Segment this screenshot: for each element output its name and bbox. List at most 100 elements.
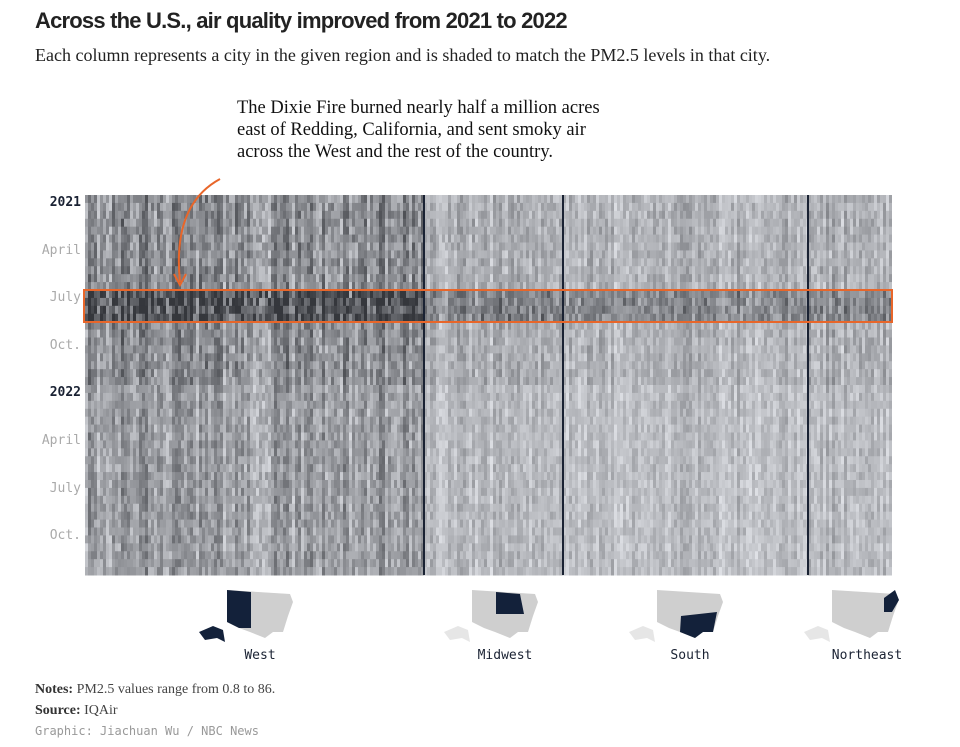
heatmap-cell	[274, 202, 277, 212]
heatmap-cell	[295, 353, 298, 362]
heatmap-cell	[382, 210, 385, 220]
heatmap-cell	[349, 297, 352, 307]
heatmap-cell	[361, 519, 364, 528]
heatmap-cell	[322, 274, 325, 283]
heatmap-cell	[250, 297, 253, 307]
heatmap-cell	[349, 226, 352, 236]
heatmap-cell	[310, 313, 313, 323]
heatmap-cell	[253, 345, 256, 354]
heatmap-cell	[370, 242, 373, 251]
heatmap-cell	[163, 408, 166, 418]
heatmap-cell	[205, 361, 208, 370]
heatmap-cell	[385, 448, 388, 457]
heatmap-cell	[319, 258, 322, 267]
heatmap-cell	[139, 258, 142, 267]
heatmap-cell	[325, 226, 328, 236]
heatmap-cell	[289, 432, 292, 441]
heatmap-cell	[331, 329, 334, 338]
heatmap-cell	[118, 218, 121, 228]
heatmap-cell	[379, 487, 382, 497]
heatmap-cell	[391, 274, 394, 283]
heatmap-cell	[100, 519, 103, 528]
heatmap-cell	[178, 369, 181, 378]
heatmap-cell	[382, 456, 385, 465]
heatmap-cell	[346, 424, 349, 433]
heatmap-cell	[367, 282, 370, 291]
heatmap-cell	[130, 345, 133, 354]
heatmap-cell	[262, 234, 265, 243]
heatmap-cell	[103, 202, 106, 212]
heatmap-cell	[256, 535, 259, 544]
heatmap-cell	[133, 495, 136, 505]
heatmap-cell	[352, 432, 355, 441]
heatmap-cell	[325, 313, 328, 323]
heatmap-cell	[322, 448, 325, 457]
heatmap-cell	[193, 282, 196, 291]
heatmap-cell	[280, 218, 283, 228]
heatmap-cell	[235, 400, 238, 410]
heatmap-cell	[85, 305, 88, 315]
heatmap-cell	[394, 369, 397, 378]
heatmap-cell	[196, 535, 199, 544]
heatmap-cell	[112, 242, 115, 251]
heatmap-cell	[154, 392, 157, 402]
heatmap-cell	[241, 369, 244, 378]
heatmap-cell	[124, 297, 127, 307]
heatmap-cell	[277, 392, 280, 402]
heatmap-cell	[160, 258, 163, 267]
heatmap-cell	[379, 202, 382, 212]
heatmap-cell	[139, 242, 142, 251]
heatmap-cell	[361, 551, 364, 560]
heatmap-cell	[385, 195, 388, 204]
heatmap-cell	[238, 385, 241, 394]
heatmap-cell	[283, 440, 286, 449]
heatmap-cell	[265, 392, 268, 402]
heatmap-cell	[124, 440, 127, 449]
heatmap-cell	[373, 511, 376, 521]
heatmap-cell	[280, 305, 283, 315]
heatmap-cell	[373, 242, 376, 251]
heatmap-cell	[199, 385, 202, 394]
heatmap-cell	[91, 353, 94, 362]
heatmap-cell	[331, 361, 334, 370]
heatmap-cell	[271, 480, 274, 489]
heatmap-cell	[214, 377, 217, 386]
heatmap-cell	[349, 218, 352, 228]
heatmap-cell	[316, 290, 319, 299]
heatmap-cell	[235, 543, 238, 552]
heatmap-cell	[121, 274, 124, 283]
heatmap-cell	[142, 567, 145, 576]
heatmap-cell	[343, 210, 346, 220]
heatmap-cell	[367, 250, 370, 259]
heatmap-cell	[193, 480, 196, 489]
heatmap-cell	[349, 527, 352, 536]
heatmap-cell	[91, 559, 94, 568]
heatmap-cell	[235, 282, 238, 291]
heatmap-cell	[199, 297, 202, 307]
heatmap-cell	[307, 282, 310, 291]
heatmap-cell	[166, 305, 169, 315]
heatmap-cell	[256, 503, 259, 513]
heatmap-cell	[205, 432, 208, 441]
heatmap-cell	[103, 297, 106, 307]
heatmap-cell	[154, 337, 157, 346]
heatmap-cell	[217, 559, 220, 568]
heatmap-cell	[304, 218, 307, 228]
heatmap-cell	[118, 448, 121, 457]
heatmap-cell	[355, 226, 358, 236]
heatmap-cell	[235, 495, 238, 505]
heatmap-cell	[289, 329, 292, 338]
heatmap-cell	[133, 274, 136, 283]
heatmap-cell	[241, 195, 244, 204]
heatmap-cell	[130, 448, 133, 457]
heatmap-cell	[118, 487, 121, 497]
heatmap-cell	[94, 305, 97, 315]
heatmap-cell	[181, 392, 184, 402]
heatmap-cell	[157, 551, 160, 560]
heatmap-cell	[307, 305, 310, 315]
heatmap-cell	[352, 290, 355, 299]
heatmap-cell	[292, 345, 295, 354]
heatmap-cell	[259, 567, 262, 576]
heatmap-cell	[337, 369, 340, 378]
heatmap-cell	[250, 392, 253, 402]
